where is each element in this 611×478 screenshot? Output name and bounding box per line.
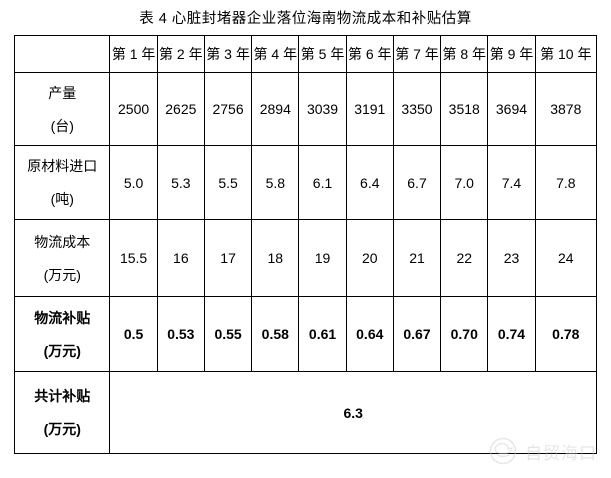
data-cell: 7.0 bbox=[440, 145, 489, 220]
data-cell: 0.67 bbox=[392, 296, 442, 372]
data-cell: 5.3 bbox=[156, 145, 205, 220]
year-header-cell: 第 7 年 bbox=[392, 35, 442, 73]
data-cell: 18 bbox=[251, 219, 300, 297]
year-header-cell: 第 10 年 bbox=[534, 35, 598, 73]
year-header-cell: 第 5 年 bbox=[298, 35, 347, 73]
data-cell: 7.4 bbox=[487, 145, 536, 220]
data-cell: 0.55 bbox=[203, 296, 253, 372]
data-cell: 0.61 bbox=[298, 296, 347, 372]
corner-cell bbox=[13, 35, 111, 73]
data-cell: 0.70 bbox=[440, 296, 489, 372]
table-row-raw-material-import: 原材料进口 (吨) 5.0 5.3 5.5 5.8 6.1 6.4 6.7 7.… bbox=[13, 145, 598, 220]
data-cell: 3191 bbox=[345, 72, 394, 146]
year-header-cell: 第 2 年 bbox=[156, 35, 205, 73]
data-cell: 15.5 bbox=[109, 219, 158, 297]
data-cell: 5.5 bbox=[203, 145, 253, 220]
data-cell: 24 bbox=[534, 219, 598, 297]
row-label-cost: 物流成本 (万元) bbox=[13, 219, 111, 297]
year-header-cell: 第 6 年 bbox=[345, 35, 394, 73]
data-cell: 3350 bbox=[392, 72, 442, 146]
year-header-cell: 第 8 年 bbox=[440, 35, 489, 73]
data-cell: 19 bbox=[298, 219, 347, 297]
logistics-cost-subsidy-table: 第 1 年 第 2 年 第 3 年 第 4 年 第 5 年 第 6 年 第 7 … bbox=[13, 35, 598, 454]
data-cell: 6.7 bbox=[392, 145, 442, 220]
data-cell: 5.0 bbox=[109, 145, 158, 220]
year-header-cell: 第 4 年 bbox=[251, 35, 300, 73]
row-unit-text: (万元) bbox=[43, 342, 81, 359]
row-label-text: 产量 bbox=[48, 84, 77, 101]
data-cell: 0.58 bbox=[251, 296, 300, 372]
row-label-total: 共计补贴 (万元) bbox=[13, 371, 111, 454]
row-unit-text: (万元) bbox=[43, 421, 81, 437]
data-cell: 3039 bbox=[298, 72, 347, 146]
data-cell: 16 bbox=[156, 219, 205, 297]
table-row-logistics-cost: 物流成本 (万元) 15.5 16 17 18 19 20 21 22 23 2… bbox=[13, 219, 598, 297]
page-title: 表 4 心脏封堵器企业落位海南物流成本和补贴估算 bbox=[139, 11, 472, 27]
table-header-row: 第 1 年 第 2 年 第 3 年 第 4 年 第 5 年 第 6 年 第 7 … bbox=[13, 35, 598, 73]
row-label-text: 物流补贴 bbox=[34, 309, 91, 326]
data-cell: 0.5 bbox=[109, 296, 158, 372]
row-label-text: 物流成本 bbox=[34, 233, 91, 250]
table-row-total-subsidy: 共计补贴 (万元) 6.3 bbox=[13, 371, 597, 454]
table-row-output: 产量 (台) 2500 2625 2756 2894 3039 3191 335… bbox=[13, 72, 598, 146]
data-cell: 2500 bbox=[109, 72, 158, 146]
row-unit-text: (台) bbox=[50, 117, 74, 134]
row-unit-text: (万元) bbox=[43, 266, 81, 283]
data-cell: 20 bbox=[345, 219, 394, 297]
data-cell: 0.78 bbox=[534, 296, 598, 372]
row-label-text: 共计补贴 bbox=[34, 388, 91, 404]
data-cell: 23 bbox=[487, 219, 536, 297]
data-cell: 2625 bbox=[156, 72, 205, 146]
row-label-subsidy: 物流补贴 (万元) bbox=[13, 296, 111, 372]
data-cell: 3878 bbox=[534, 72, 598, 146]
data-cell: 22 bbox=[440, 219, 489, 297]
data-cell: 0.53 bbox=[156, 296, 205, 372]
data-cell: 7.8 bbox=[534, 145, 598, 220]
year-header-cell: 第 1 年 bbox=[109, 35, 158, 73]
data-cell: 3694 bbox=[487, 72, 536, 146]
data-cell: 2756 bbox=[203, 72, 253, 146]
row-label-text: 原材料进口 bbox=[27, 158, 98, 174]
table-row-logistics-subsidy: 物流补贴 (万元) 0.5 0.53 0.55 0.58 0.61 0.64 0… bbox=[13, 296, 598, 372]
row-label-import: 原材料进口 (吨) bbox=[13, 145, 111, 220]
data-cell: 0.64 bbox=[345, 296, 394, 372]
total-subsidy-value-cell: 6.3 bbox=[109, 371, 597, 454]
year-header-cell: 第 3 年 bbox=[203, 35, 253, 73]
data-cell: 6.1 bbox=[298, 145, 347, 220]
data-cell: 3518 bbox=[440, 72, 489, 146]
year-header-cell: 第 9 年 bbox=[487, 35, 536, 73]
data-cell: 6.4 bbox=[345, 145, 394, 220]
data-cell: 5.8 bbox=[251, 145, 300, 220]
data-cell: 2894 bbox=[251, 72, 300, 146]
row-unit-text: (吨) bbox=[50, 191, 74, 207]
data-cell: 0.74 bbox=[487, 296, 536, 372]
data-cell: 21 bbox=[392, 219, 442, 297]
row-label-output: 产量 (台) bbox=[13, 72, 111, 146]
data-cell: 17 bbox=[203, 219, 253, 297]
